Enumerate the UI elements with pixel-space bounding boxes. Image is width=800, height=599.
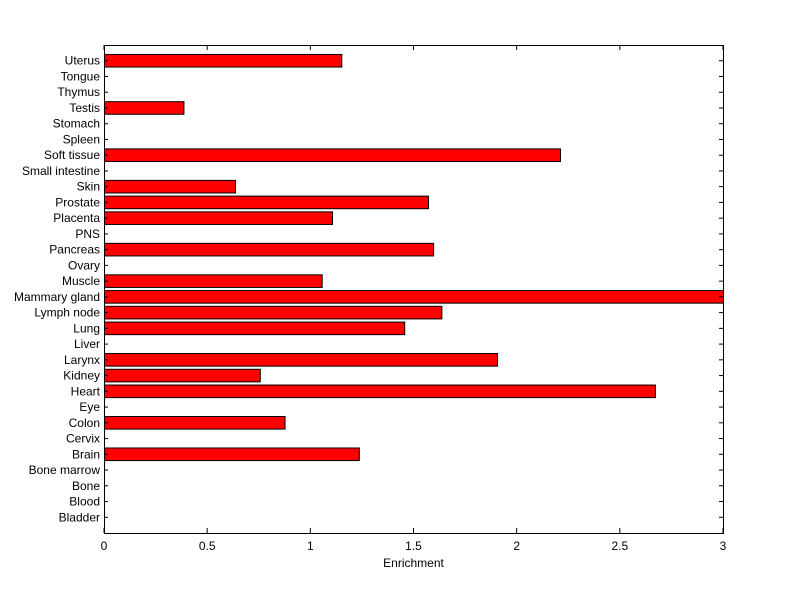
bar-pancreas xyxy=(104,242,435,257)
y-tick-label-pancreas: Pancreas xyxy=(49,243,100,257)
y-tick-label-bladder: Bladder xyxy=(59,510,100,524)
y-tick-label-ovary: Ovary xyxy=(68,258,100,272)
x-tick-label-6: 3 xyxy=(720,539,727,553)
bar-uterus xyxy=(104,53,343,68)
x-tick-label-3: 1.5 xyxy=(405,539,422,553)
y-tick-label-spleen: Spleen xyxy=(63,132,100,146)
bar-larynx xyxy=(104,353,499,367)
bar-colon xyxy=(104,416,286,430)
bar-muscle xyxy=(104,274,323,288)
x-tick-labels: 0 0.5 1 1.5 2 2.5 3 xyxy=(101,539,727,553)
bar-heart xyxy=(104,384,656,399)
y-tick-label-lung: Lung xyxy=(73,321,100,335)
x-tick-label-2: 1 xyxy=(307,539,314,553)
y-tick-label-eye: Eye xyxy=(79,400,100,414)
y-tick-label-tongue: Tongue xyxy=(61,69,101,83)
bar-lung xyxy=(104,321,406,336)
bar-soft-tissue xyxy=(104,148,561,162)
y-tick-label-small-intestine: Small intestine xyxy=(22,164,100,178)
bar-brain xyxy=(104,447,360,462)
y-tick-label-larynx: Larynx xyxy=(64,353,100,367)
y-tick-label-testis: Testis xyxy=(69,101,100,115)
y-tick-label-soft-tissue: Soft tissue xyxy=(44,148,100,162)
bar-skin xyxy=(104,179,237,194)
y-tick-label-stomach: Stomach xyxy=(53,117,100,131)
x-tick-label-5: 2.5 xyxy=(611,539,628,553)
bar-testis xyxy=(104,101,185,115)
y-tick-label-kidney: Kidney xyxy=(63,369,100,383)
x-tick-label-0: 0 xyxy=(101,539,108,553)
y-tick-label-bone-marrow: Bone marrow xyxy=(29,463,101,477)
y-tick-label-muscle: Muscle xyxy=(62,274,100,288)
y-tick-label-bone: Bone xyxy=(72,479,100,493)
y-tick-label-lymph-node: Lymph node xyxy=(34,306,100,320)
axes-box xyxy=(104,45,724,534)
y-tick-label-cervix: Cervix xyxy=(66,432,100,446)
bar-prostate xyxy=(104,195,429,210)
x-tick-label-4: 2 xyxy=(513,539,520,553)
y-tick-label-uterus: Uterus xyxy=(65,54,100,68)
y-tick-label-pns: PNS xyxy=(75,227,100,241)
bar-kidney xyxy=(104,368,261,383)
y-tick-label-blood: Blood xyxy=(69,495,100,509)
y-tick-label-mammary-gland: Mammary gland xyxy=(14,290,100,304)
x-tick-label-1: 0.5 xyxy=(199,539,216,553)
bar-mammary-gland xyxy=(104,290,724,304)
y-tick-label-liver: Liver xyxy=(74,337,100,351)
y-tick-label-thymus: Thymus xyxy=(57,85,100,99)
x-axis-label: Enrichment xyxy=(383,556,444,570)
y-tick-label-brain: Brain xyxy=(72,447,100,461)
y-tick-label-colon: Colon xyxy=(69,416,100,430)
bars-group xyxy=(104,53,724,462)
bar-placenta xyxy=(104,211,333,225)
y-tick-label-heart: Heart xyxy=(71,384,101,398)
y-tick-label-placenta: Placenta xyxy=(53,211,100,225)
bar-lymph-node xyxy=(104,305,443,320)
y-tick-label-prostate: Prostate xyxy=(55,195,100,209)
y-tick-label-skin: Skin xyxy=(77,180,100,194)
